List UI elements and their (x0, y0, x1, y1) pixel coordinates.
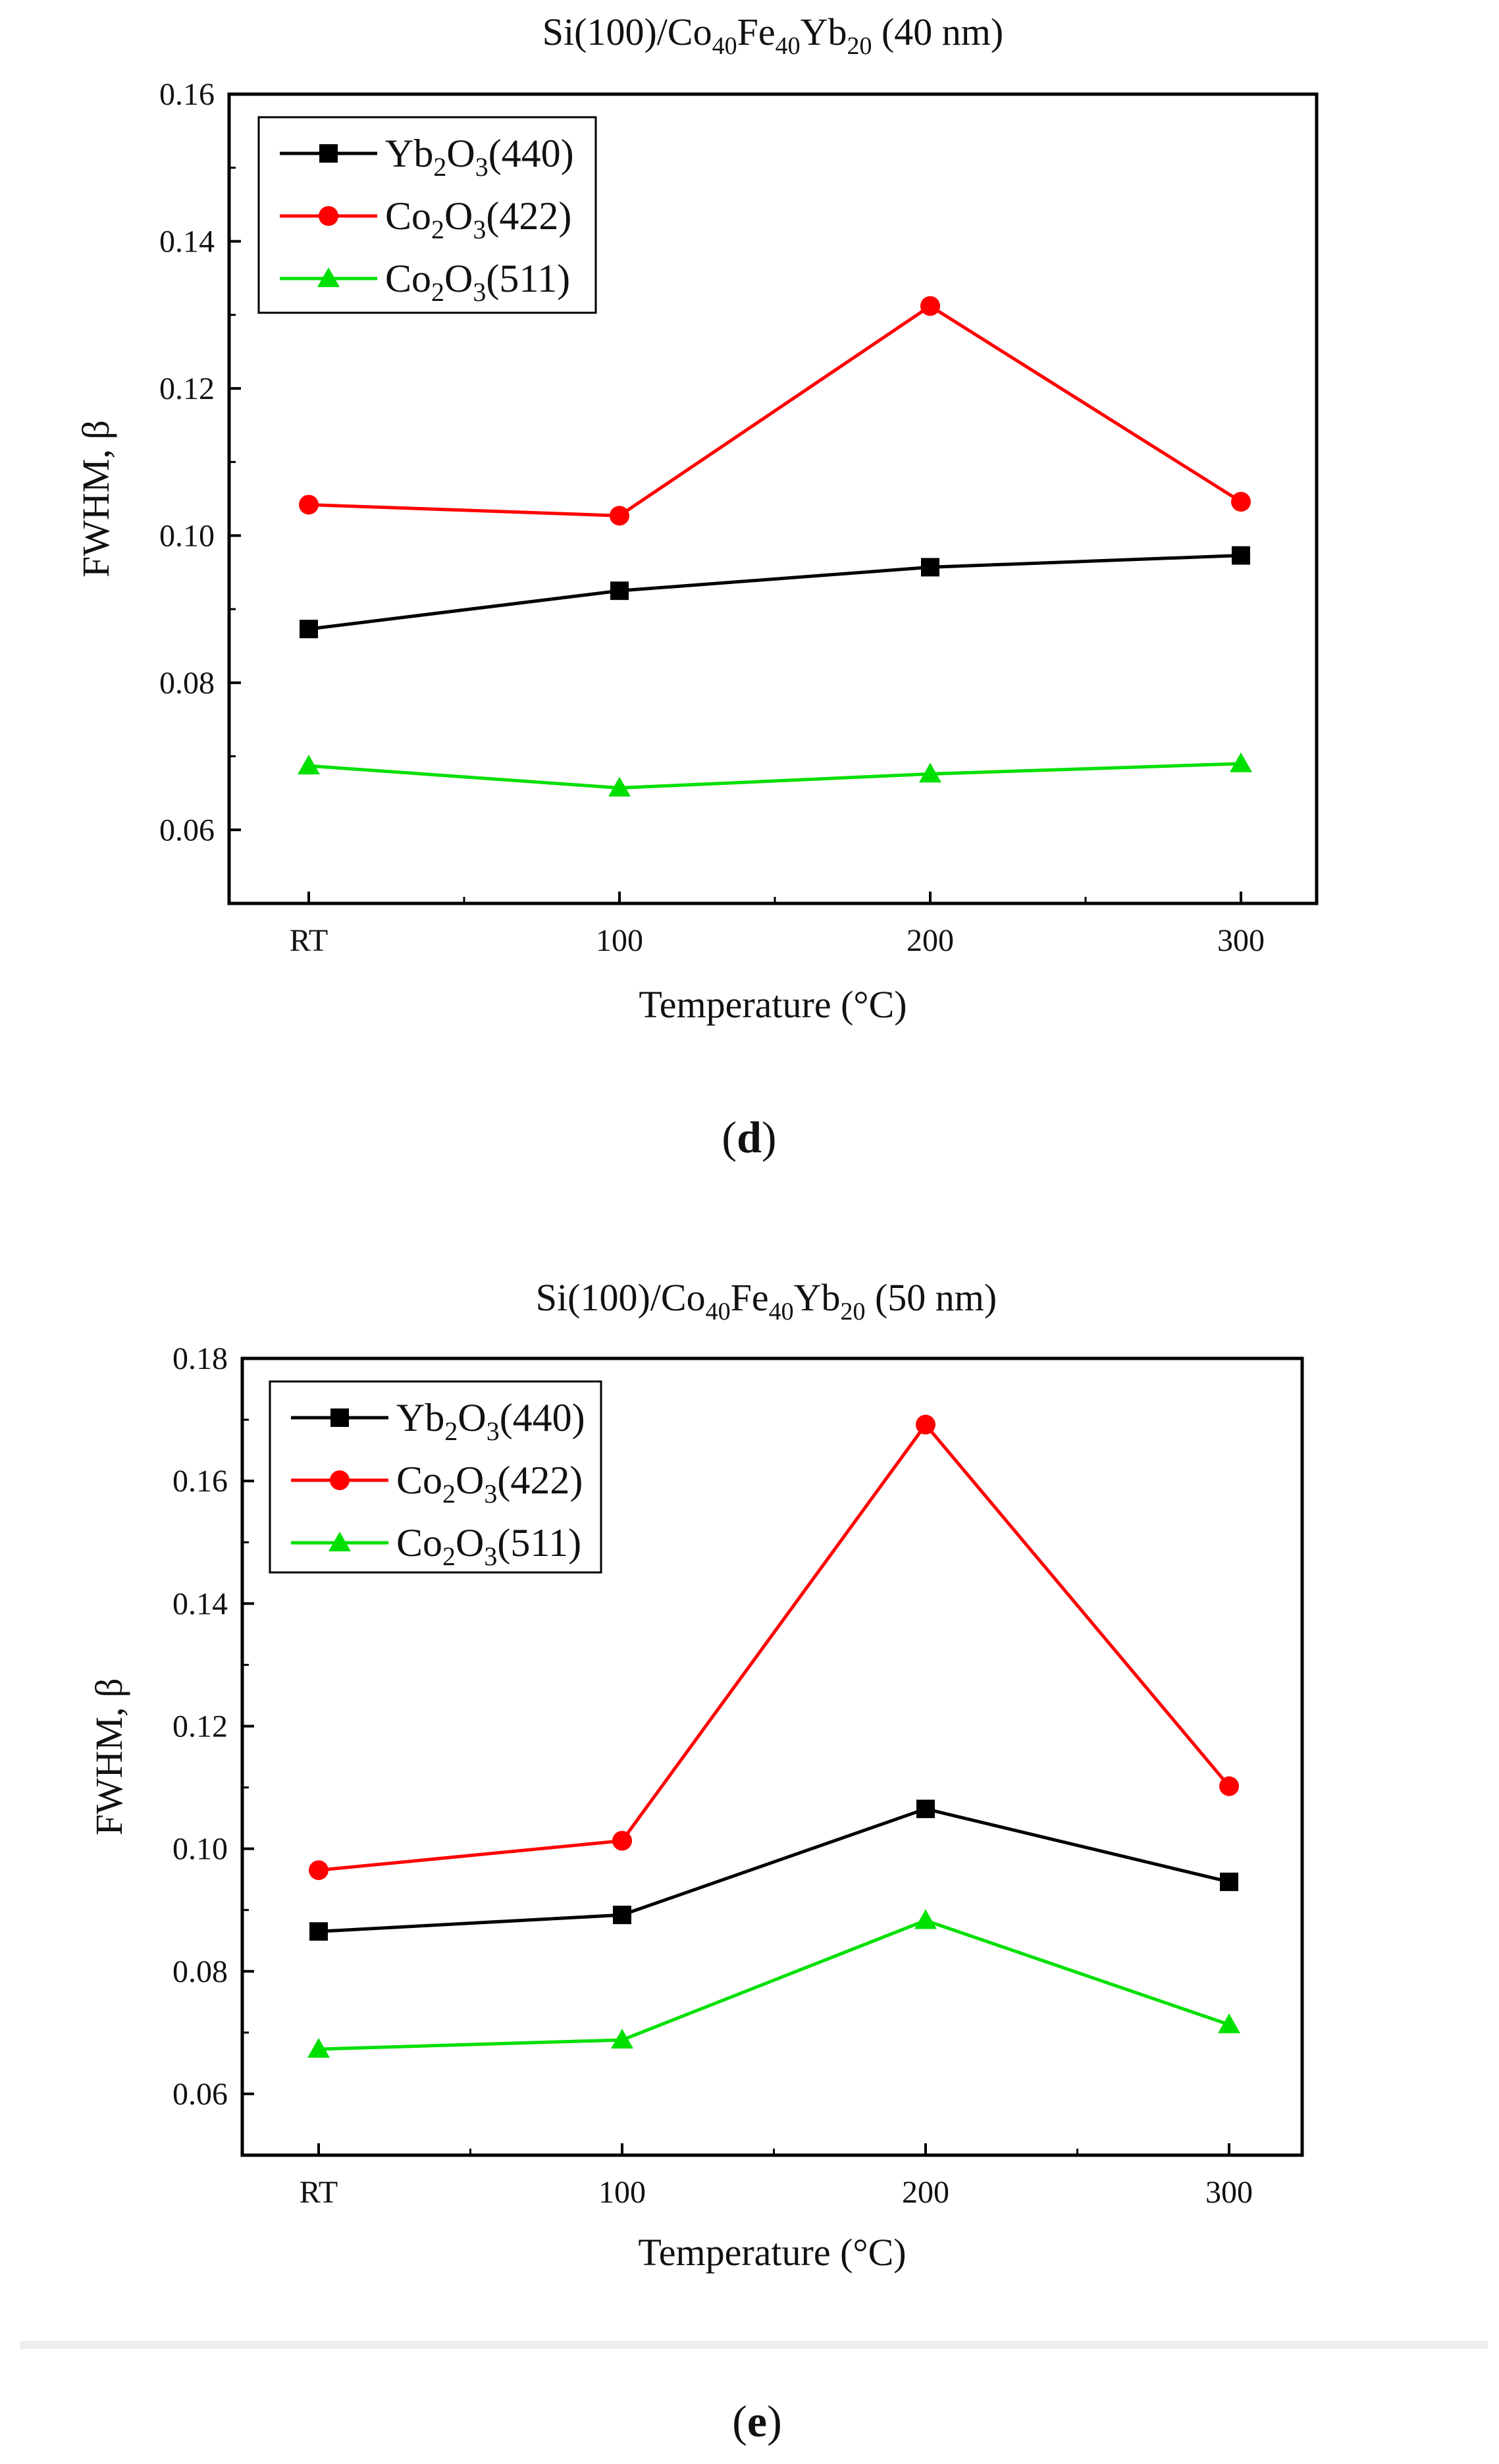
x-tick-label: 200 (907, 923, 954, 958)
legend-entry: Co2O3(422) (280, 194, 571, 244)
series-layer (307, 1414, 1240, 2058)
x-tick-label: RT (290, 923, 328, 958)
panel-caption: (d) (722, 1112, 776, 1162)
legend-entry: Co2O3(422) (291, 1459, 583, 1509)
series-line (318, 1422, 1230, 1872)
data-point (298, 755, 320, 775)
legend-entry: Yb2O3(440) (291, 1396, 585, 1446)
data-point (1230, 752, 1252, 772)
data-point (1231, 491, 1251, 512)
data-point (613, 1906, 631, 1925)
chart-panel-e: Si(100)/Co40Fe40Yb20 (50 nm) 0.06 0.08 0.1… (20, 1276, 1488, 2446)
y-tick-label: 0.10 (159, 518, 215, 553)
chart-title: Si(100)/Co40Fe40Yb20 (40 nm) (542, 11, 1003, 60)
data-point (610, 581, 629, 601)
x-axis-label: Temperature (°C) (638, 2231, 906, 2274)
series-co2o3_511 (298, 752, 1252, 797)
panel-caption: (e) (732, 2396, 782, 2446)
legend-marker (319, 206, 338, 226)
series-line (308, 554, 1242, 631)
data-point (920, 296, 940, 316)
x-tick-label: 100 (598, 2175, 646, 2210)
y-tick-label: 0.08 (159, 666, 215, 701)
legend-label: Yb2O3(440) (396, 1396, 585, 1446)
y-tick-label: 0.14 (172, 1586, 228, 1621)
plot-frame (227, 92, 1319, 905)
x-tick-label: 300 (1217, 923, 1265, 958)
x-tick-label: RT (300, 2175, 338, 2210)
x-tick-label: 100 (596, 923, 643, 958)
data-point (610, 506, 629, 526)
legend-label: Co2O3(422) (385, 194, 571, 244)
chart-title: Si(100)/Co40Fe40Yb20 (50 nm) (536, 1276, 997, 1326)
data-point (916, 1414, 935, 1435)
x-axis-ticks: RT 100 200 300 (290, 892, 1265, 958)
legend-entry: Co2O3(511) (280, 257, 570, 307)
legend-marker (317, 267, 340, 287)
series-line (318, 1807, 1230, 1933)
legend-box (269, 1380, 602, 1574)
data-point (309, 1922, 328, 1941)
data-point (914, 1909, 937, 1929)
data-point (611, 2029, 633, 2049)
data-point (1219, 1776, 1239, 1796)
data-point (612, 1831, 632, 1851)
data-point (1232, 546, 1250, 565)
y-tick-label: 0.18 (172, 1341, 228, 1376)
legend-label: Yb2O3(440) (385, 132, 574, 182)
legend: Yb2O3(440) Co2O3(422) Co2O3(511) (269, 1380, 602, 1574)
legend-label: Co2O3(422) (396, 1459, 583, 1509)
data-point (300, 620, 318, 639)
x-tick-label: 300 (1205, 2175, 1253, 2210)
y-axis-label: FWHM, β (74, 420, 117, 577)
data-point (916, 1800, 935, 1819)
y-tick-label: 0.08 (172, 1954, 228, 1989)
data-point (1220, 1872, 1238, 1891)
legend-marker (330, 1470, 350, 1490)
legend-marker (329, 1532, 351, 1551)
data-point (1218, 2013, 1240, 2033)
y-tick-label: 0.06 (172, 2077, 228, 2112)
divider (20, 2341, 1488, 2349)
legend-entry: Yb2O3(440) (280, 132, 574, 182)
legend: Yb2O3(440) Co2O3(422) Co2O3(511) (257, 116, 597, 314)
data-point (309, 1860, 329, 1881)
series-line (308, 304, 1242, 518)
legend-label: Co2O3(511) (396, 1521, 581, 1571)
series-yb2o3 (300, 546, 1250, 639)
y-tick-label: 0.12 (172, 1709, 228, 1744)
data-point (921, 558, 939, 577)
series-co2o3_422 (299, 296, 1251, 526)
plot-frame (240, 1356, 1304, 2157)
chart-panel-d: Si(100)/Co40Fe40Yb20 (40 nm) 0.06 0.08 0.1… (74, 11, 1319, 1162)
y-tick-label: 0.12 (159, 371, 215, 406)
series-yb2o3 (309, 1800, 1238, 1941)
legend-marker (330, 1408, 349, 1427)
y-axis-ticks: 0.06 0.08 0.10 0.12 0.14 0.16 (159, 77, 241, 847)
y-tick-label: 0.14 (159, 224, 215, 259)
series-line (318, 1918, 1230, 2051)
series-layer (298, 296, 1252, 797)
series-co2o3_511 (307, 1909, 1240, 2058)
y-axis-label: FWHM, β (88, 1678, 130, 1836)
y-tick-label: 0.10 (172, 1832, 228, 1867)
data-point (307, 2037, 330, 2058)
legend-marker (319, 144, 338, 163)
series-line (308, 762, 1242, 790)
series-co2o3_422 (309, 1414, 1239, 1881)
x-tick-label: 200 (902, 2175, 949, 2210)
y-tick-label: 0.16 (172, 1464, 228, 1499)
y-tick-label: 0.16 (159, 77, 215, 112)
data-point (608, 776, 631, 797)
legend-label: Co2O3(511) (385, 257, 570, 307)
data-point (299, 495, 319, 515)
x-axis-ticks: RT 100 200 300 (300, 2143, 1253, 2210)
legend-entry: Co2O3(511) (291, 1521, 581, 1571)
data-point (919, 763, 941, 783)
y-tick-label: 0.06 (159, 813, 215, 847)
x-axis-label: Temperature (°C) (639, 983, 907, 1026)
